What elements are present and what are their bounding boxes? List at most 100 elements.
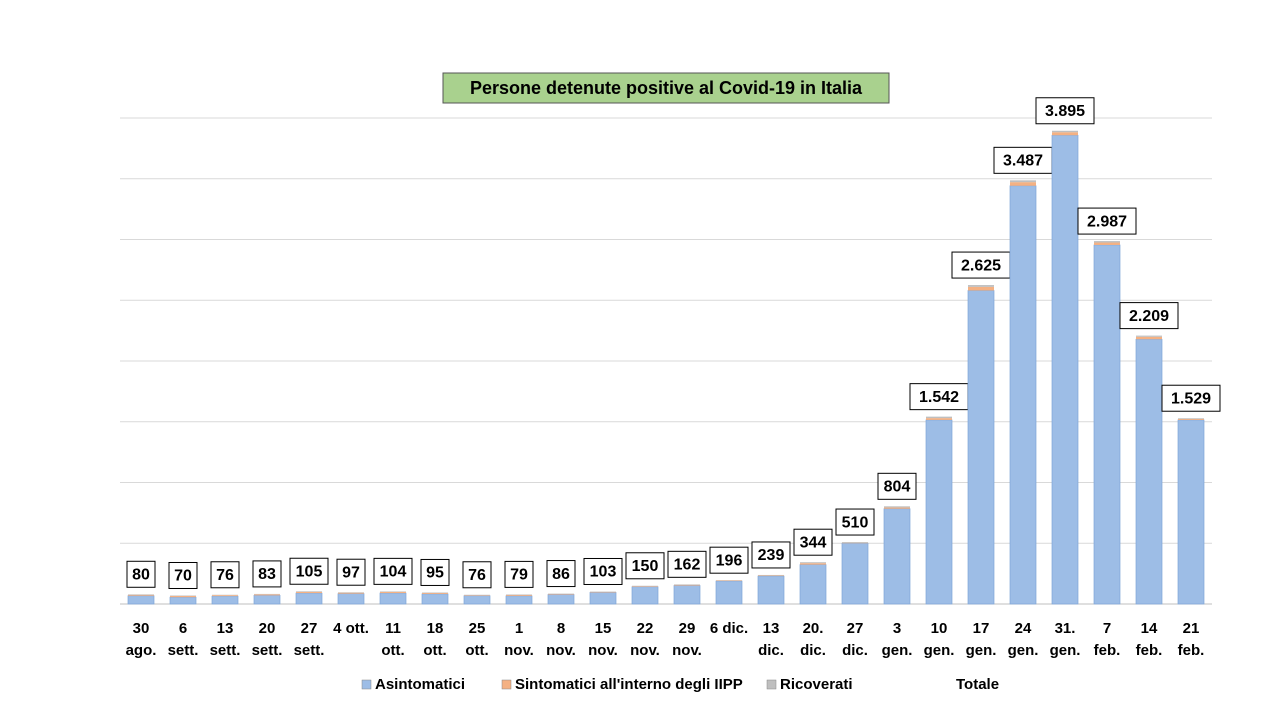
x-tick-label: gen. xyxy=(1050,642,1081,659)
data-label: 70 xyxy=(174,568,192,585)
bar-segment xyxy=(1052,135,1078,604)
x-tick-label: dic. xyxy=(758,642,784,659)
x-tick-label: nov. xyxy=(630,642,660,659)
bar-segment xyxy=(296,591,322,592)
data-label: 103 xyxy=(590,564,617,581)
bar-segment xyxy=(338,594,364,604)
bar-segment xyxy=(422,594,448,604)
x-tick-label: ott. xyxy=(381,642,404,659)
bar-segment xyxy=(380,593,406,604)
bar-segment xyxy=(842,543,868,604)
data-label: 2.625 xyxy=(961,257,1001,274)
bar-segment xyxy=(380,592,406,593)
x-tick-label: 20 xyxy=(259,620,276,637)
bar-segment xyxy=(674,586,700,604)
legend-swatch xyxy=(767,680,776,689)
bar-segment xyxy=(884,506,910,507)
x-tick-label: 4 ott. xyxy=(333,620,369,637)
bar-segment xyxy=(968,287,994,291)
data-label: 2.987 xyxy=(1087,213,1127,230)
x-tick-label: gen. xyxy=(882,642,913,659)
x-tick-label: 20. xyxy=(803,620,824,637)
data-label: 239 xyxy=(758,547,785,564)
x-tick-label: feb. xyxy=(1178,642,1205,659)
data-label: 1.529 xyxy=(1171,390,1211,407)
bar-segment xyxy=(1010,186,1036,604)
bar-segment xyxy=(1052,131,1078,132)
bar-segment xyxy=(1010,180,1036,182)
data-label: 804 xyxy=(884,479,911,496)
x-tick-label: gen. xyxy=(924,642,955,659)
legend-label: Ricoverati xyxy=(780,676,853,693)
bar-segment xyxy=(1178,419,1204,420)
data-label: 104 xyxy=(380,564,407,581)
data-label: 76 xyxy=(468,567,486,584)
x-tick-label: dic. xyxy=(800,642,826,659)
bar-segment xyxy=(926,418,952,420)
x-tick-label: 3 xyxy=(893,620,901,637)
x-tick-label: gen. xyxy=(1008,642,1039,659)
bar-segment xyxy=(842,542,868,543)
bar-segment xyxy=(464,595,490,596)
data-label: 150 xyxy=(632,558,659,575)
x-tick-label: 10 xyxy=(931,620,948,637)
data-label: 97 xyxy=(342,564,360,581)
x-tick-label: feb. xyxy=(1094,642,1121,659)
x-tick-label: 17 xyxy=(973,620,990,637)
data-label: 105 xyxy=(296,563,323,580)
bar-segment xyxy=(1136,339,1162,604)
data-label: 83 xyxy=(258,566,276,583)
chart-title: Persone detenute positive al Covid-19 in… xyxy=(470,78,863,98)
bar-segment xyxy=(1136,336,1162,337)
legend-label: Asintomatici xyxy=(375,676,465,693)
data-label: 86 xyxy=(552,566,570,583)
x-tick-label: 24 xyxy=(1015,620,1032,637)
x-tick-label: feb. xyxy=(1136,642,1163,659)
bar-segment xyxy=(254,595,280,604)
x-tick-label: nov. xyxy=(672,642,702,659)
x-tick-label: 21 xyxy=(1183,620,1200,637)
bar-segment xyxy=(590,592,616,593)
bar-segment xyxy=(170,597,196,604)
x-tick-label: sett. xyxy=(252,642,283,659)
bar-segment xyxy=(758,575,784,576)
x-tick-label: 11 xyxy=(385,620,401,637)
bar-segment xyxy=(884,508,910,509)
data-label: 3.895 xyxy=(1045,103,1085,120)
x-tick-label: dic. xyxy=(842,642,868,659)
bar-segment xyxy=(1010,182,1036,186)
data-label: 196 xyxy=(716,552,743,569)
bar-segment xyxy=(1094,241,1120,242)
data-label: 344 xyxy=(800,534,827,551)
x-tick-label: 22 xyxy=(637,620,654,637)
bar-segment xyxy=(548,594,574,595)
bar-segment xyxy=(1178,418,1204,419)
data-label: 76 xyxy=(216,567,234,584)
bar-segment xyxy=(800,562,826,563)
bar-segment xyxy=(968,291,994,604)
x-tick-label: 30 xyxy=(133,620,150,637)
x-tick-label: 6 xyxy=(179,620,187,637)
x-tick-label: nov. xyxy=(546,642,576,659)
legend-swatch xyxy=(502,680,511,689)
data-label: 80 xyxy=(132,566,150,583)
x-tick-label: 15 xyxy=(595,620,612,637)
data-label: 2.209 xyxy=(1129,308,1169,325)
bar-segment xyxy=(800,563,826,564)
x-tick-label: nov. xyxy=(588,642,618,659)
x-tick-label: sett. xyxy=(210,642,241,659)
bar-segment xyxy=(590,592,616,604)
x-tick-label: 25 xyxy=(469,620,486,637)
bar-segment xyxy=(1094,243,1120,245)
data-label: 1.542 xyxy=(919,389,959,406)
bar-segment xyxy=(212,595,238,596)
bar-segment xyxy=(758,576,784,604)
bar-segment xyxy=(926,417,952,418)
x-tick-label: 13 xyxy=(763,620,780,637)
bar-segment xyxy=(1136,337,1162,339)
data-label: 95 xyxy=(426,565,444,582)
bar-segment xyxy=(338,593,364,594)
bar-segment xyxy=(800,565,826,604)
legend-label: Sintomatici all'interno degli IIPP xyxy=(515,676,743,693)
legend-swatch xyxy=(362,680,371,689)
